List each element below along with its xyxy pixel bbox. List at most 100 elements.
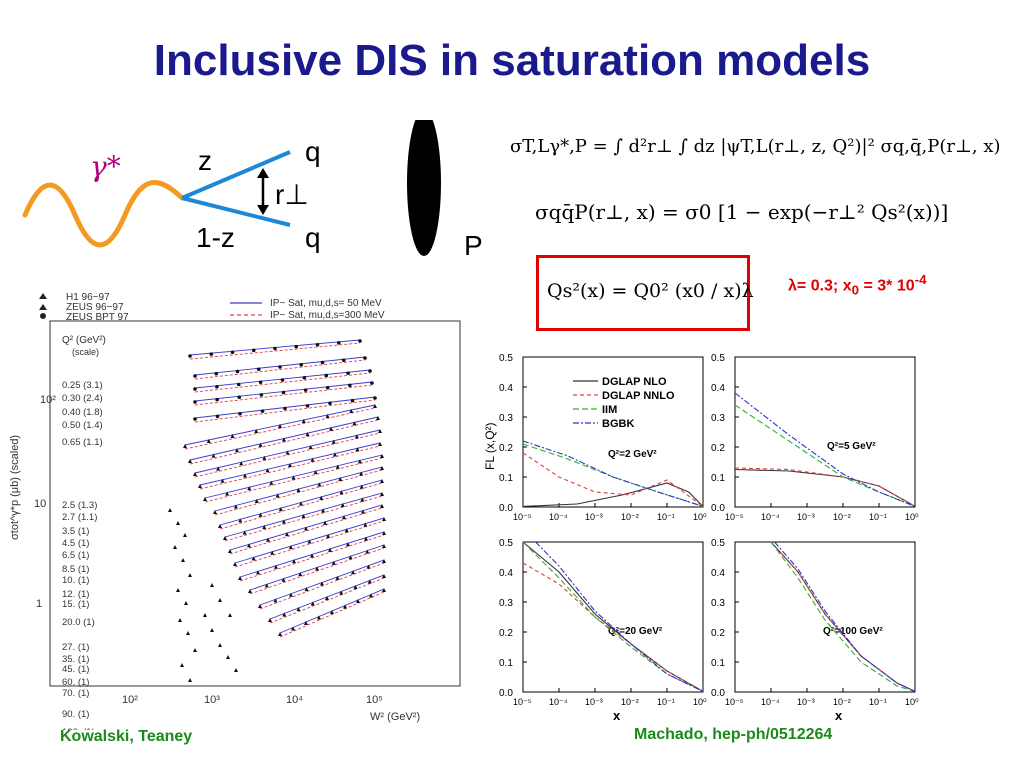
right-x-tick: 10⁻⁴: [549, 512, 568, 522]
data-point: [304, 526, 308, 531]
data-point: [265, 468, 270, 473]
data-point: [355, 447, 360, 452]
right-y-tick: 0.2: [499, 628, 513, 639]
data-point: [317, 615, 321, 620]
ipsat-300-curve: [229, 507, 383, 555]
q2-label: 45. (1): [62, 664, 89, 675]
right-x-tick: 10⁰: [693, 512, 707, 522]
right-x-tick: 10⁻²: [833, 512, 851, 522]
data-point: [230, 350, 235, 355]
data-point: [352, 421, 357, 426]
data-point: [203, 613, 207, 617]
data-point: [215, 414, 220, 419]
right-x-tick: 10⁻³: [797, 697, 815, 707]
data-point: [382, 559, 386, 563]
data-point: [285, 532, 289, 537]
data-point: [248, 589, 252, 593]
q2-label: 35. (1): [62, 654, 89, 665]
right-x-tick: 10⁰: [693, 697, 707, 707]
right-x-tick: 10⁻²: [621, 512, 639, 522]
data-point: [369, 593, 373, 598]
data-point: [325, 385, 330, 390]
data-point: [299, 362, 304, 367]
data-point: [382, 531, 386, 535]
ipsat-300-curve: [224, 495, 383, 542]
data-point: [251, 348, 256, 353]
right-x-tick: 10⁻²: [621, 697, 639, 707]
data-point: [254, 499, 259, 503]
data-point: [325, 596, 329, 600]
data-point: [343, 604, 347, 609]
data-point: [239, 461, 244, 466]
data-point: [329, 426, 333, 431]
fl-curve: [522, 440, 704, 507]
right-legend: DGLAP NLO DGLAP NNLO IIM BGBK: [573, 376, 675, 430]
right-x-tick: 10⁻⁵: [725, 512, 744, 522]
q2-label: 2.5 (1.3): [62, 500, 97, 511]
data-point: [218, 524, 222, 528]
data-point: [336, 341, 341, 345]
data-point: [317, 482, 322, 487]
data-point: [266, 537, 270, 542]
legend-bgbk: BGBK: [602, 418, 634, 430]
ipsat-300-curve: [199, 445, 381, 490]
data-point: [373, 404, 377, 408]
data-point: [262, 525, 267, 529]
q2-label: 0.40 (1.8): [62, 407, 103, 418]
data-point: [359, 484, 364, 489]
data-point: [380, 479, 384, 483]
panel-label: Q²=20 GeV²: [608, 626, 663, 637]
data-point: [296, 607, 301, 611]
right-y-tick: 0.5: [711, 538, 725, 549]
data-point: [340, 503, 345, 507]
data-point: [373, 396, 377, 400]
legend-dglap-nlo: DGLAP NLO: [602, 376, 667, 388]
data-point: [273, 598, 278, 603]
ipsat-300-curve: [269, 577, 385, 624]
left-x-tick: 10²: [122, 694, 138, 706]
left-y-tick: 10²: [40, 394, 56, 406]
data-point: [357, 459, 362, 464]
q2-label: 0.50 (1.4): [62, 420, 103, 431]
data-point: [193, 400, 197, 404]
one-minus-z-label: 1-z: [196, 222, 235, 253]
right-x-tick: 10⁻¹: [657, 697, 675, 707]
data-point: [273, 346, 277, 351]
data-point: [210, 628, 214, 632]
data-point: [270, 550, 275, 555]
left-x-tick: 10³: [204, 694, 220, 706]
data-point: [342, 515, 346, 520]
data-point: [251, 556, 256, 561]
data-point: [214, 371, 219, 376]
data-point: [380, 492, 384, 496]
ipsat-300-curve: [214, 469, 383, 516]
data-point: [280, 378, 285, 382]
data-point: [304, 621, 308, 625]
data-point: [363, 522, 368, 527]
legend-ipsat-50: IP− Sat, mu,d,s= 50 MeV: [270, 298, 382, 309]
data-point: [299, 501, 303, 506]
data-point: [254, 429, 259, 433]
fl-curve: [770, 541, 916, 692]
dipole-cross-section-equation: σqq̄P(r⊥, x) = σ0 [1 − exp(−r⊥² Qs²(x))]: [535, 200, 949, 224]
panel-label: Q²=2 GeV²: [608, 449, 657, 460]
data-point: [339, 490, 344, 495]
data-point: [365, 549, 370, 554]
data-point: [326, 533, 331, 538]
data-point: [281, 577, 286, 582]
data-point: [275, 493, 280, 498]
data-point: [328, 401, 332, 406]
data-point: [228, 549, 232, 553]
right-x-tick: 10⁻¹: [869, 697, 887, 707]
ipsat-300-curve: [259, 562, 385, 610]
data-point: [233, 504, 238, 509]
q2-label: 3.5 (1): [62, 526, 89, 537]
right-y-tick: 0.1: [499, 473, 513, 484]
ipsat-300-curve: [249, 547, 385, 595]
data-point: [258, 380, 263, 385]
data-point: [184, 601, 188, 605]
data-point: [310, 601, 315, 606]
data-point: [215, 384, 219, 389]
data-point: [188, 354, 192, 358]
data-point: [278, 365, 282, 369]
